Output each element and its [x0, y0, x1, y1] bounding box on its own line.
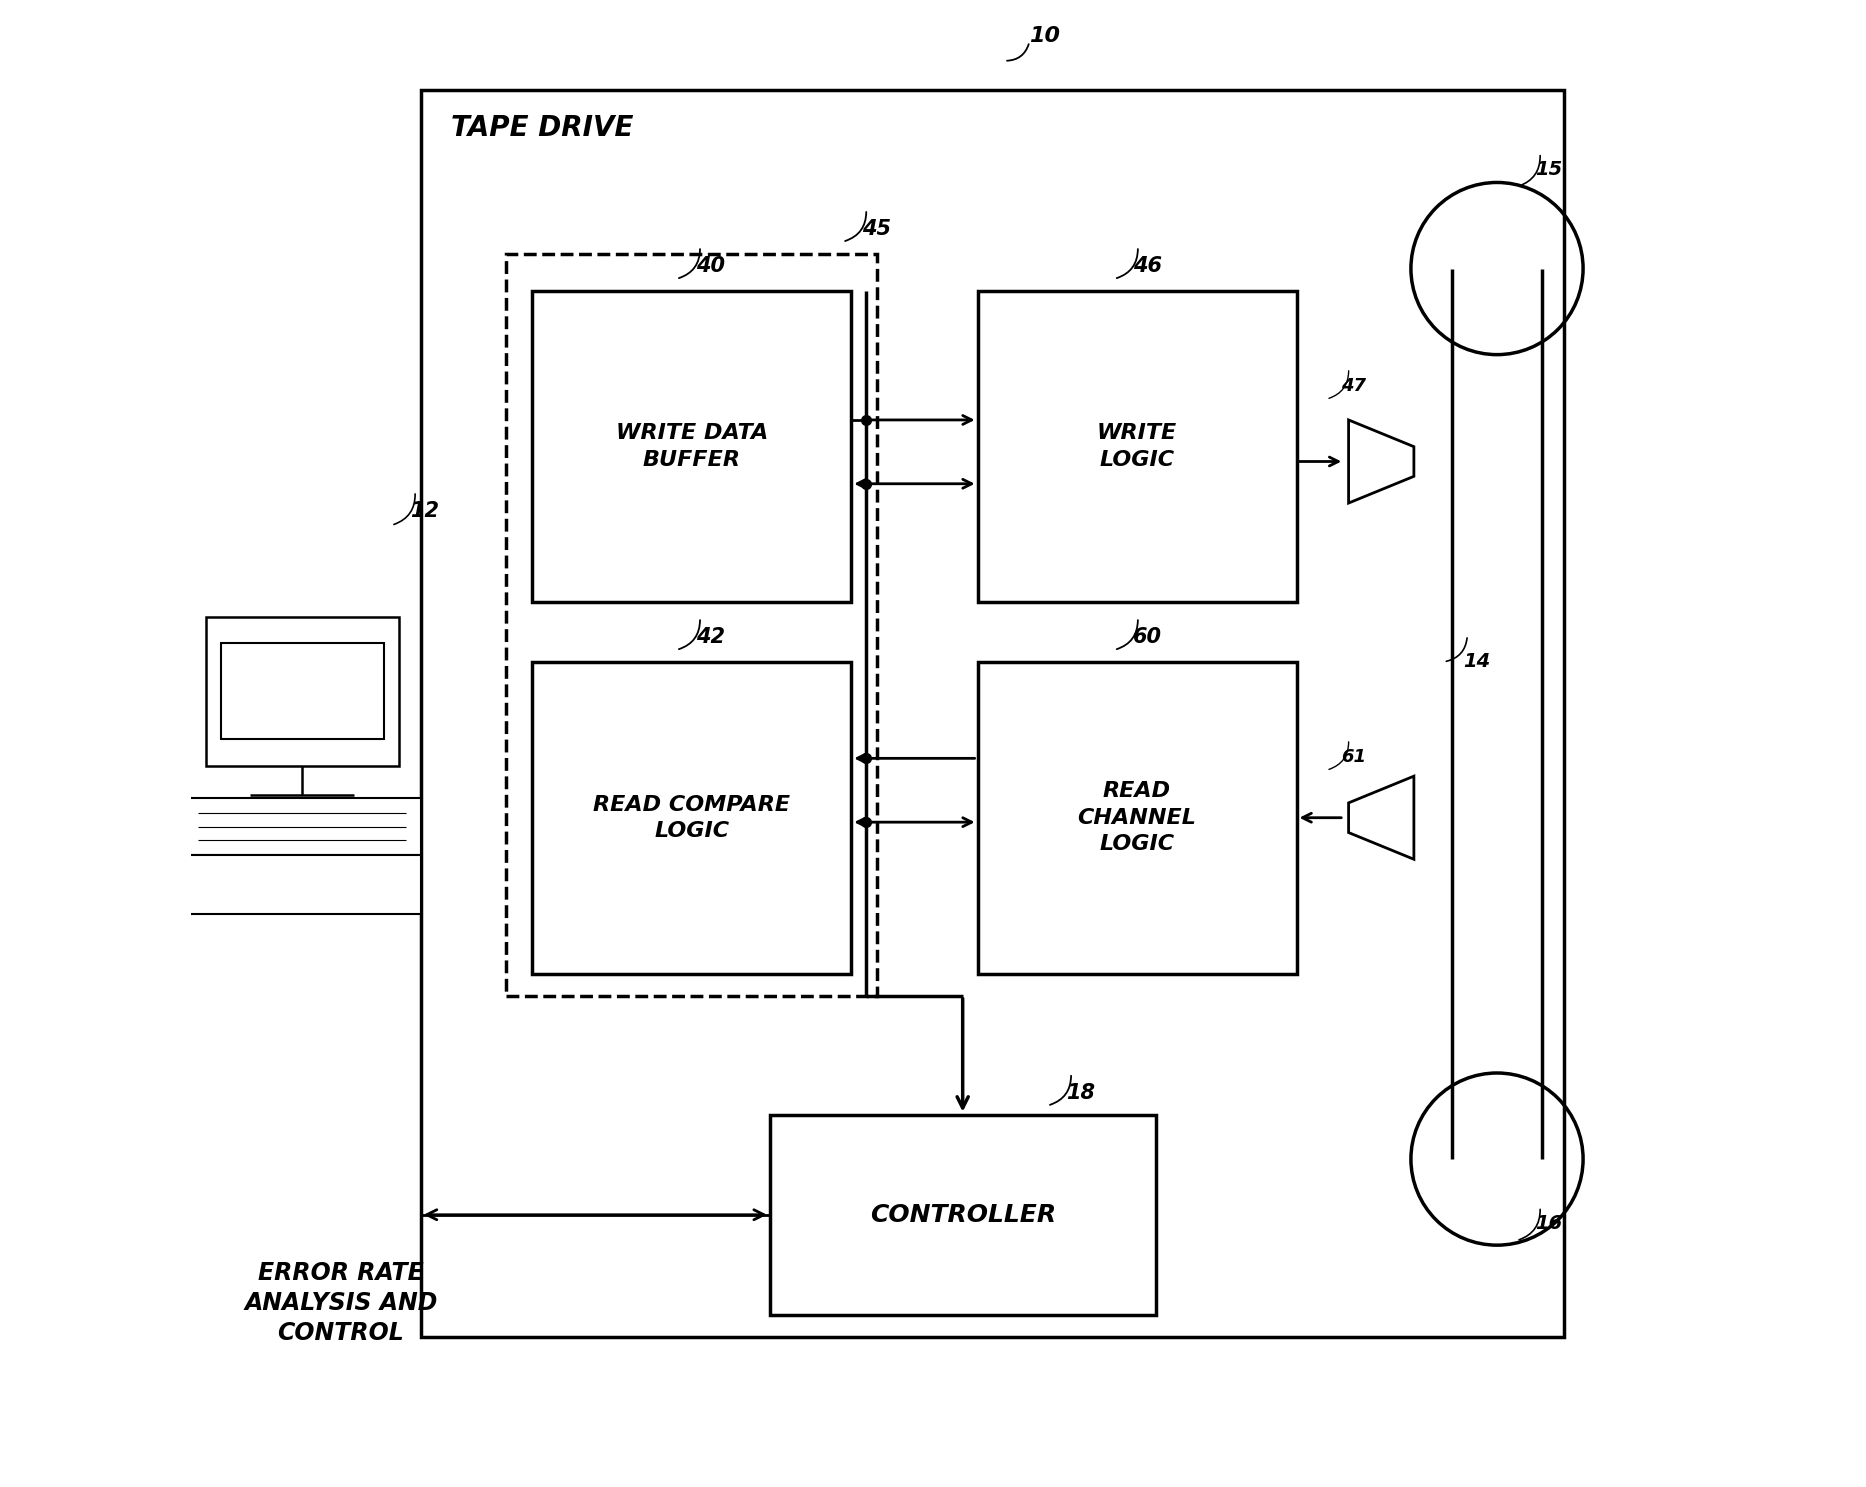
Bar — [771, 1115, 1155, 1315]
Text: 10: 10 — [1030, 25, 1060, 46]
Text: CONTROLLER: CONTROLLER — [870, 1203, 1056, 1227]
Bar — [205, 617, 399, 766]
Text: 16: 16 — [1536, 1215, 1564, 1233]
Text: WRITE DATA
BUFFER: WRITE DATA BUFFER — [616, 424, 769, 470]
Bar — [978, 291, 1297, 602]
Text: 15: 15 — [1536, 161, 1564, 180]
Text: 47: 47 — [1342, 376, 1366, 394]
Text: 61: 61 — [1342, 748, 1366, 766]
Bar — [532, 291, 851, 602]
Text: WRITE
LOGIC: WRITE LOGIC — [1097, 424, 1177, 470]
Bar — [220, 642, 384, 739]
Text: 18: 18 — [1067, 1083, 1095, 1103]
Text: 42: 42 — [696, 628, 724, 647]
Text: 12: 12 — [411, 501, 440, 520]
Text: 60: 60 — [1133, 628, 1163, 647]
Bar — [422, 91, 1564, 1337]
Text: READ
CHANNEL
LOGIC: READ CHANNEL LOGIC — [1079, 781, 1196, 854]
Bar — [506, 254, 877, 996]
Text: 45: 45 — [862, 219, 890, 239]
Text: ERROR RATE
ANALYSIS AND
CONTROL: ERROR RATE ANALYSIS AND CONTROL — [244, 1261, 439, 1344]
Bar — [532, 662, 851, 974]
Text: 14: 14 — [1463, 653, 1491, 671]
Text: TAPE DRIVE: TAPE DRIVE — [450, 114, 633, 143]
Text: 46: 46 — [1133, 256, 1163, 277]
Bar — [183, 799, 422, 855]
Bar — [183, 855, 422, 915]
Text: 40: 40 — [696, 256, 724, 277]
Text: READ COMPARE
LOGIC: READ COMPARE LOGIC — [593, 794, 791, 842]
Bar — [978, 662, 1297, 974]
